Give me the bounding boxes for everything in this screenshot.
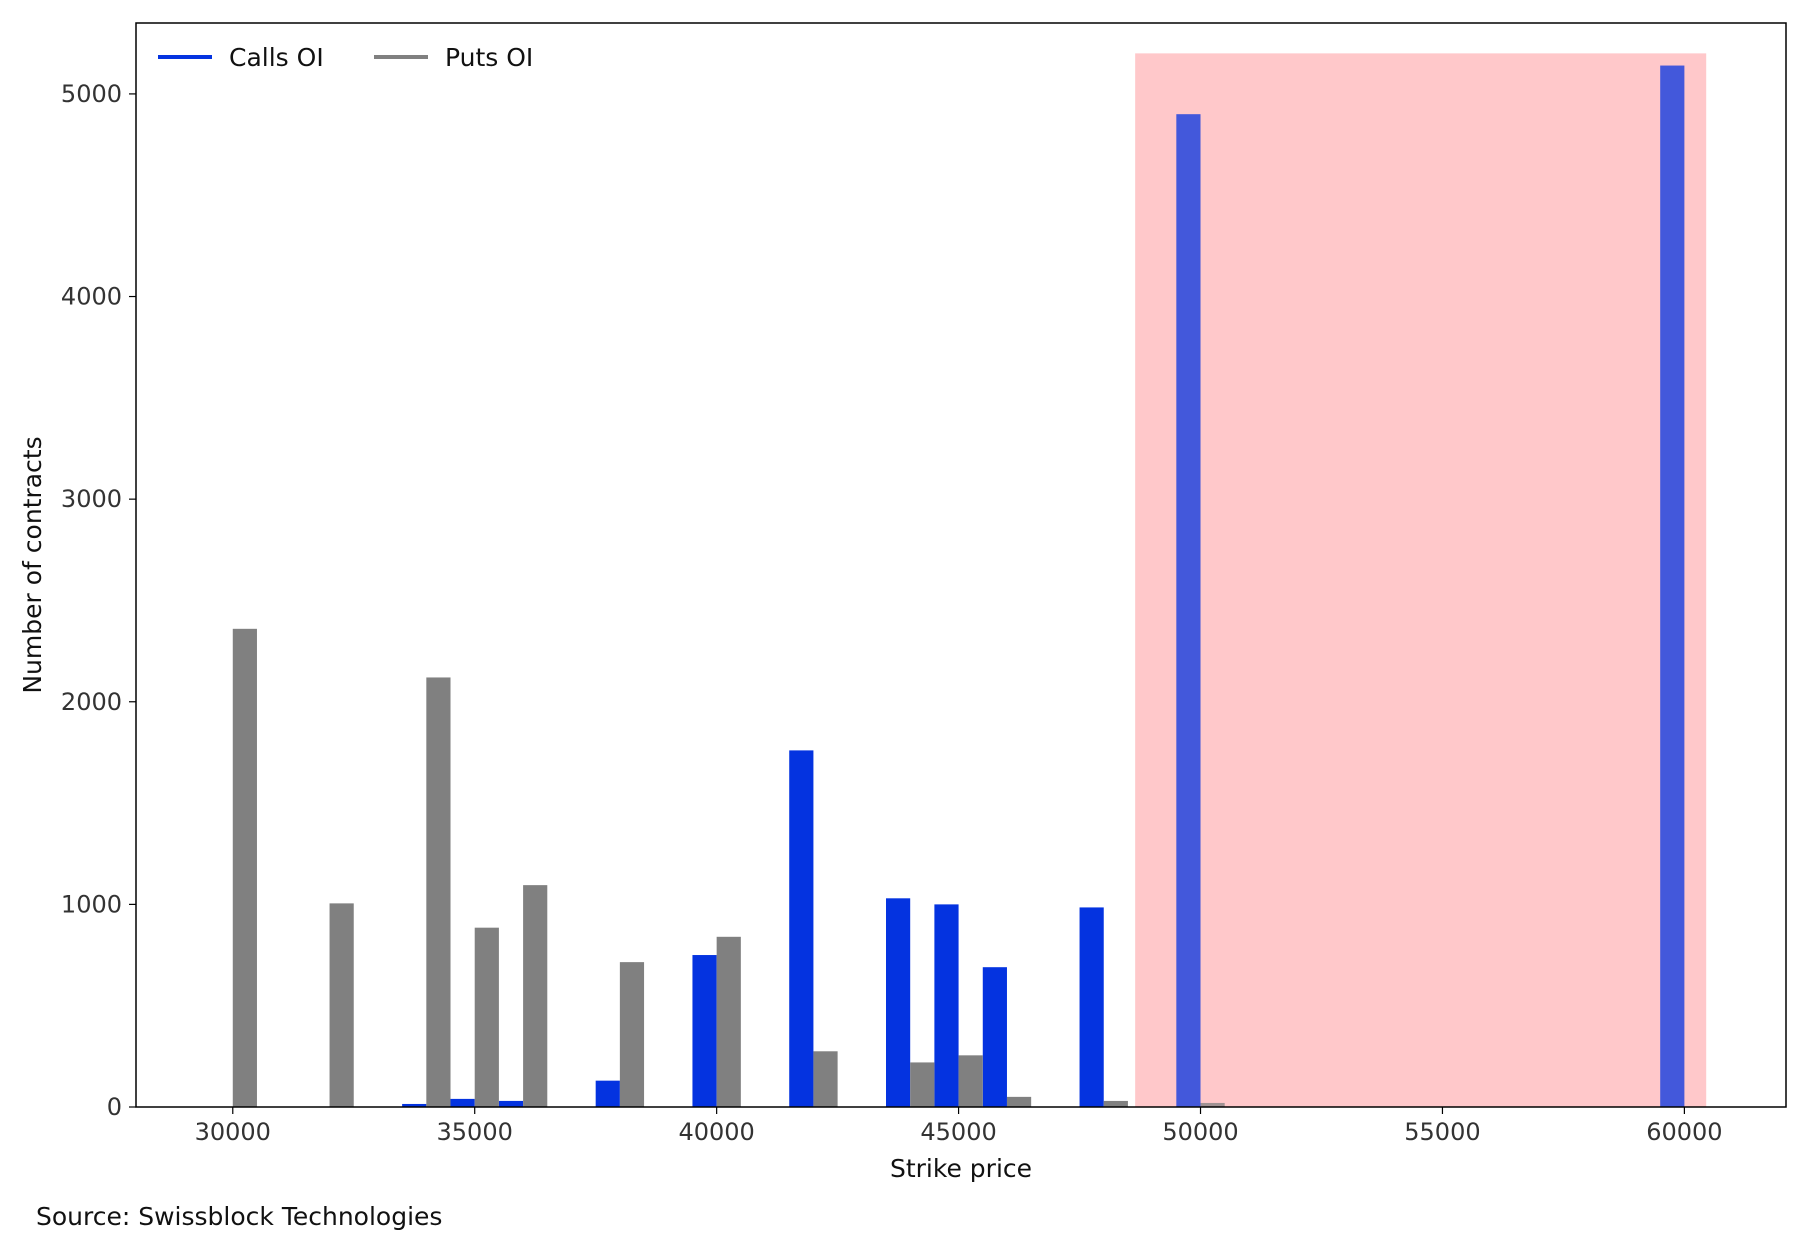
calls-bar <box>595 1080 620 1107</box>
x-tick-label: 45000 <box>920 1118 996 1146</box>
calls-bar <box>498 1100 524 1107</box>
y-tick-label: 2000 <box>61 688 122 716</box>
x-tick-label: 50000 <box>1162 1118 1238 1146</box>
legend-puts-label: Puts OI <box>445 43 533 72</box>
y-tick-label: 4000 <box>61 283 122 311</box>
highlight-region <box>1135 53 1707 1107</box>
legend-calls-label: Calls OI <box>229 43 324 72</box>
calls-bar <box>692 955 717 1107</box>
highlight-overlay-layer <box>1135 53 1707 1107</box>
plot-frame <box>135 22 1787 1108</box>
x-axis: 30000 35000 40000 45000 50000 55000 60000 <box>195 1107 1723 1146</box>
x-tick-label: 55000 <box>1404 1118 1480 1146</box>
calls-bar <box>789 750 814 1107</box>
x-tick-label: 35000 <box>437 1118 513 1146</box>
puts-bar <box>813 1051 838 1107</box>
puts-bar <box>523 885 548 1107</box>
puts-bar <box>910 1062 935 1107</box>
calls-bar <box>1176 114 1201 1108</box>
y-axis-label: Number of contracts <box>18 436 47 693</box>
legend: Calls OI Puts OI <box>158 43 533 72</box>
puts-bar <box>619 962 645 1107</box>
highlight-region-overlay <box>1135 53 1707 1107</box>
calls-bar <box>450 1098 475 1107</box>
calls-bar <box>934 904 959 1107</box>
puts-bar <box>716 936 741 1107</box>
puts-bar <box>1103 1100 1128 1107</box>
calls-bar <box>1079 907 1104 1107</box>
puts-bar <box>1200 1102 1225 1107</box>
puts-bar <box>474 927 499 1107</box>
y-tick-label: 0 <box>107 1093 122 1121</box>
puts-bar <box>1006 1096 1032 1107</box>
x-axis-label: Strike price <box>890 1154 1032 1183</box>
calls-bar <box>886 898 911 1107</box>
y-tick-label: 3000 <box>61 485 122 513</box>
highlight-layer <box>1135 53 1707 1107</box>
y-tick-label: 1000 <box>61 890 122 918</box>
x-tick-label: 40000 <box>678 1118 754 1146</box>
calls-bar <box>402 1103 427 1107</box>
source-note: Source: Swissblock Technologies <box>36 1202 443 1231</box>
calls-bar <box>982 967 1007 1107</box>
x-tick-label: 30000 <box>195 1118 271 1146</box>
puts-bar <box>329 903 354 1107</box>
x-tick-label: 60000 <box>1646 1118 1722 1146</box>
calls-bar <box>1660 65 1685 1107</box>
puts-bar <box>426 677 451 1107</box>
puts-bar <box>232 628 257 1107</box>
y-axis: 0 1000 2000 3000 4000 5000 <box>61 80 136 1121</box>
bars-layer <box>232 65 1685 1108</box>
puts-bar <box>958 1055 983 1107</box>
y-tick-label: 5000 <box>61 80 122 108</box>
